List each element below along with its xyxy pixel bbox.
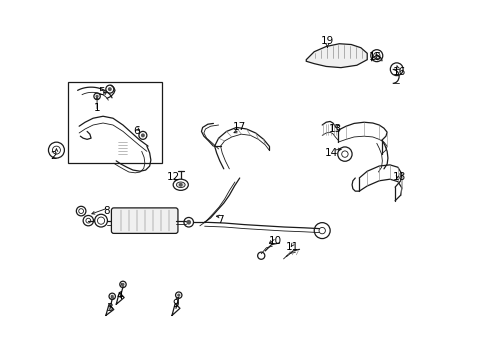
Text: 18: 18 (392, 172, 405, 182)
Circle shape (121, 283, 124, 286)
FancyBboxPatch shape (111, 208, 178, 233)
Circle shape (95, 95, 99, 98)
Text: 14: 14 (324, 148, 337, 158)
Text: 13: 13 (328, 124, 341, 134)
Text: 15: 15 (368, 52, 381, 62)
Text: 17: 17 (233, 122, 246, 132)
Polygon shape (305, 44, 366, 68)
Text: 8: 8 (103, 206, 110, 216)
Text: 6: 6 (133, 126, 140, 136)
Text: 2: 2 (51, 151, 57, 161)
Text: 1: 1 (94, 103, 100, 113)
Text: 16: 16 (392, 67, 405, 77)
Text: 19: 19 (320, 36, 333, 46)
Circle shape (141, 134, 144, 138)
Circle shape (374, 54, 378, 57)
Text: 9: 9 (172, 299, 179, 309)
FancyBboxPatch shape (68, 82, 162, 163)
Circle shape (108, 87, 112, 91)
Circle shape (186, 220, 191, 225)
Text: 4: 4 (117, 291, 123, 301)
Circle shape (177, 293, 180, 297)
Text: 10: 10 (268, 235, 282, 246)
Circle shape (179, 183, 183, 187)
Text: 7: 7 (217, 215, 224, 225)
Text: 3: 3 (106, 303, 113, 313)
Text: 12: 12 (166, 172, 180, 182)
Text: 5: 5 (98, 86, 104, 96)
Circle shape (110, 295, 114, 298)
Text: 11: 11 (285, 242, 298, 252)
Ellipse shape (176, 182, 185, 188)
Ellipse shape (173, 179, 188, 190)
